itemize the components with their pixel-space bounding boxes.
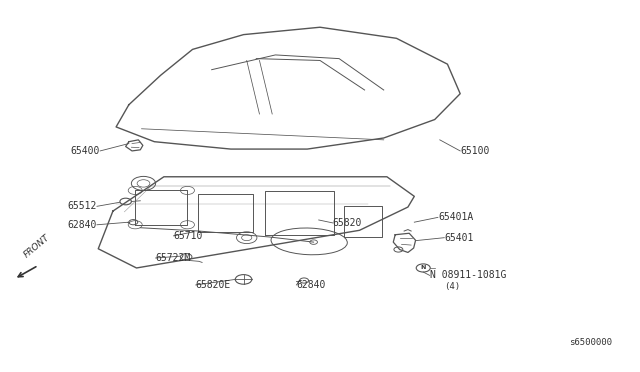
Text: 65820: 65820 (333, 218, 362, 228)
Text: 65820E: 65820E (196, 280, 231, 290)
Text: 62840: 62840 (68, 220, 97, 230)
Text: s6500000: s6500000 (568, 339, 611, 347)
Text: 65100: 65100 (460, 146, 490, 156)
Text: FRONT: FRONT (22, 233, 51, 260)
Text: 65401A: 65401A (438, 212, 473, 222)
Text: (4): (4) (444, 282, 460, 291)
Text: 62840: 62840 (296, 280, 326, 290)
Text: 65401: 65401 (444, 233, 474, 243)
Text: 65722M: 65722M (156, 253, 191, 263)
Text: N 08911-1081G: N 08911-1081G (429, 270, 506, 280)
Text: 65512: 65512 (68, 201, 97, 211)
Text: N: N (420, 266, 426, 270)
Text: 65400: 65400 (71, 146, 100, 156)
Text: 65710: 65710 (173, 231, 203, 241)
